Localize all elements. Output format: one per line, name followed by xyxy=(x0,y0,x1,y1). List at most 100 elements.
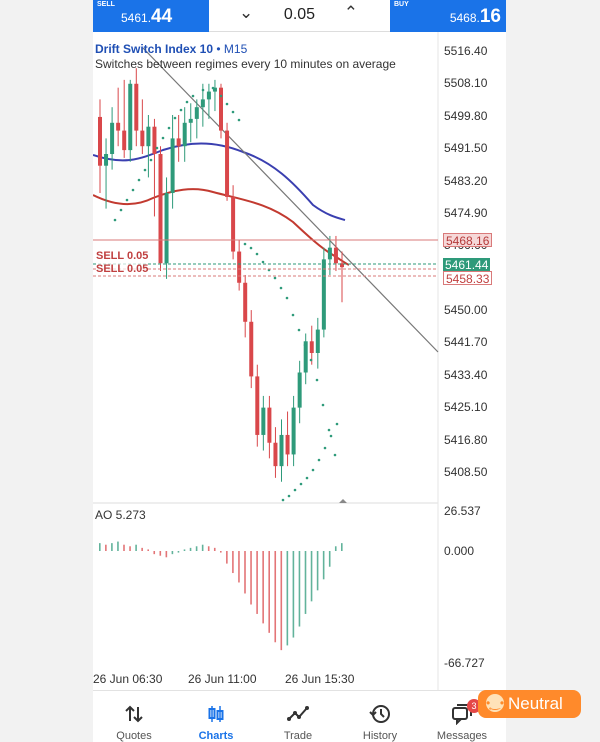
price-chart[interactable] xyxy=(93,32,506,690)
candle-body xyxy=(212,87,217,92)
candle-body xyxy=(321,259,326,330)
candle-body xyxy=(152,126,157,155)
unread-badge: 3 xyxy=(467,699,481,713)
order-price-tag: 5458.33 xyxy=(443,271,493,286)
candlesticks xyxy=(98,68,344,482)
candle-body xyxy=(110,122,115,155)
sar-dot xyxy=(333,453,337,457)
ao-bar xyxy=(117,541,119,551)
ma-slow-line xyxy=(93,142,346,221)
buy-button[interactable]: BUY 5468.16 xyxy=(390,0,506,32)
price-axis-label: 5450.00 xyxy=(444,303,488,318)
sell-price-pips: 44 xyxy=(151,6,173,27)
sar-dot xyxy=(155,146,159,150)
sar-dot xyxy=(297,328,301,332)
sar-dot xyxy=(231,110,235,114)
sar-dot xyxy=(219,94,223,98)
scroll-marker xyxy=(339,499,347,503)
ao-bar xyxy=(189,547,192,551)
ao-bar xyxy=(177,551,180,553)
sell-button[interactable]: SELL 5461.44 xyxy=(93,0,209,32)
candle-body xyxy=(333,247,338,264)
ao-bar xyxy=(274,551,277,643)
order-label[interactable]: SELL 0.05 xyxy=(96,250,149,262)
buy-label: BUY xyxy=(394,1,409,8)
candle-body xyxy=(219,87,223,131)
candle-body xyxy=(128,83,133,151)
price-axis-label: 5441.70 xyxy=(444,335,488,350)
sar-dot xyxy=(279,286,283,290)
symbol-description: Switches between regimes every 10 minute… xyxy=(95,57,396,71)
ao-bar xyxy=(111,543,113,551)
neutral-face-icon: •̥‿• xyxy=(486,693,505,712)
nav-trade[interactable]: Trade xyxy=(257,691,339,742)
nav-messages[interactable]: Messages 3 xyxy=(421,691,503,742)
price-axis-label: 5508.10 xyxy=(444,76,488,91)
sar-dot xyxy=(291,313,295,317)
sar-dot xyxy=(303,343,307,347)
ao-bar xyxy=(298,551,301,627)
ma-fast-line xyxy=(93,188,350,266)
candle-body xyxy=(122,130,127,151)
candle-body xyxy=(116,122,121,131)
lot-size-control: ⌄ 0.05 ⌃ xyxy=(209,0,390,32)
buy-price-pips: 16 xyxy=(479,6,501,27)
candle-body xyxy=(291,407,296,455)
sell-price: 5461.44 xyxy=(121,6,172,28)
candle-body xyxy=(267,407,272,443)
sar-dot xyxy=(299,482,303,486)
nav-history[interactable]: History xyxy=(339,691,421,742)
sar-dot xyxy=(273,276,277,280)
symbol-name: Drift Switch Index 10 xyxy=(95,42,214,56)
ao-bar xyxy=(310,551,313,602)
ao-bar xyxy=(286,551,289,646)
price-axis-label: 5408.50 xyxy=(444,465,488,479)
sar-dot xyxy=(191,94,195,98)
trend-line-icon xyxy=(287,706,309,721)
bid-price-tag: 5461.44 xyxy=(443,258,491,272)
sar-dot xyxy=(255,252,259,256)
ao-bar xyxy=(171,551,174,555)
candle-body xyxy=(146,126,151,147)
price-axis-label: 5416.80 xyxy=(444,432,488,447)
sell-label: SELL xyxy=(97,1,115,8)
candle-body xyxy=(279,434,284,467)
candle-body xyxy=(134,83,139,131)
ask-price-tag: 5468.16 xyxy=(443,233,493,248)
candle-body xyxy=(231,196,236,252)
trading-app: SELL 5461.44 ⌄ 0.05 ⌃ BUY 5468.16 Drift … xyxy=(93,0,506,742)
order-label[interactable]: SELL 0.05 xyxy=(96,263,149,275)
ao-bar xyxy=(292,551,295,638)
ao-bar xyxy=(99,543,101,551)
ao-bar xyxy=(322,551,325,580)
buy-price: 5468.16 xyxy=(450,6,501,28)
ao-bar xyxy=(135,544,137,551)
sentiment-chip[interactable]: •̥‿• Neutral xyxy=(478,690,581,718)
price-levels xyxy=(93,239,438,277)
chevron-down-icon[interactable]: ⌄ xyxy=(239,3,254,22)
awesome-oscillator xyxy=(99,541,343,651)
sar-dot xyxy=(243,242,247,246)
sar-dot xyxy=(335,422,339,426)
sar-dot xyxy=(211,86,215,90)
nav-quotes[interactable]: Quotes xyxy=(93,691,175,742)
sar-dot xyxy=(261,260,265,264)
price-axis-label: 5483.20 xyxy=(444,173,488,188)
ao-bar xyxy=(262,551,264,624)
chevron-up-icon[interactable]: ⌃ xyxy=(343,3,358,22)
lot-size-value[interactable]: 0.05 xyxy=(283,6,316,23)
sar-dot xyxy=(321,403,325,407)
sentiment-label: Neutral xyxy=(508,694,563,713)
ao-bar xyxy=(232,551,234,574)
sar-dot xyxy=(167,126,171,130)
sar-dot xyxy=(149,158,153,162)
price-axis-label: 5491.50 xyxy=(444,141,488,156)
candle-body xyxy=(255,376,260,435)
buy-price-main: 5468. xyxy=(449,11,480,25)
sell-price-main: 5461. xyxy=(121,11,152,25)
candle-body xyxy=(200,99,205,108)
ao-bar xyxy=(226,551,228,564)
sar-dot xyxy=(179,108,183,112)
nav-charts[interactable]: Charts xyxy=(175,691,257,742)
sar-dot xyxy=(125,198,129,202)
